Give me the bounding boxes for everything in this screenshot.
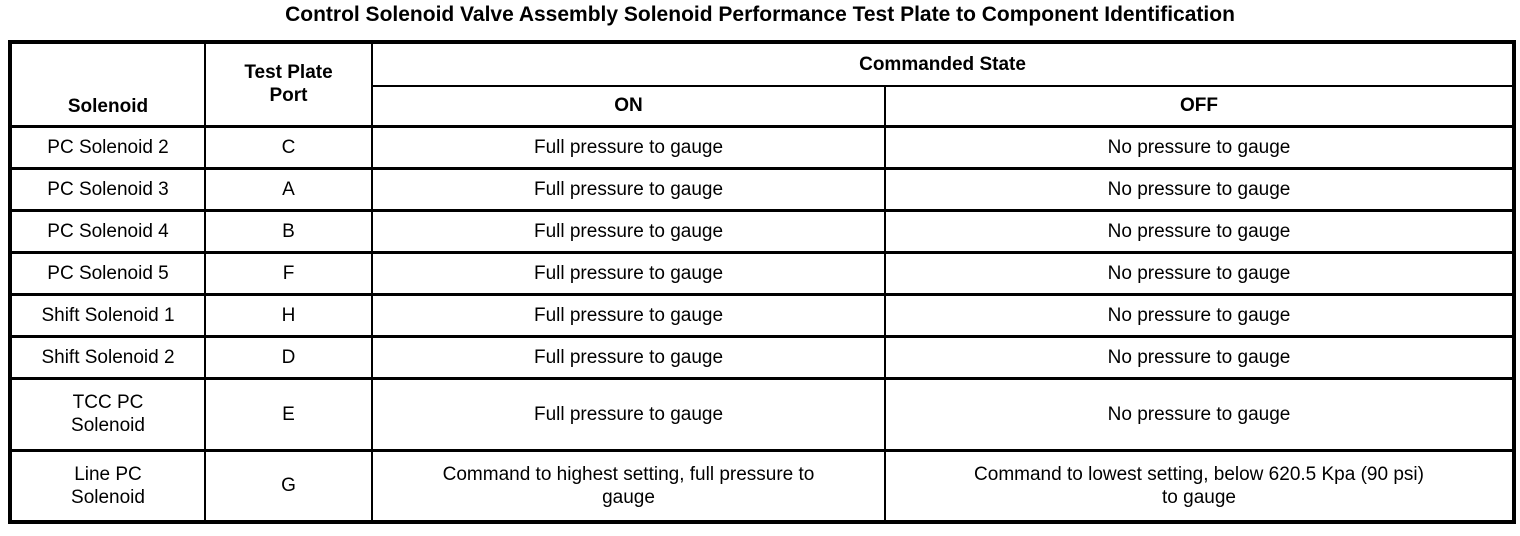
on-cell: Command to highest setting, full pressur… <box>371 448 886 524</box>
on-cell: Full pressure to gauge <box>371 250 886 296</box>
port-cell: G <box>204 448 373 524</box>
off-cell: No pressure to gauge <box>884 292 1515 338</box>
solenoid-cell: Shift Solenoid 1 <box>9 292 206 338</box>
port-cell: F <box>204 250 373 296</box>
on-cell: Full pressure to gauge <box>371 376 886 452</box>
table-body: PC Solenoid 2 C Full pressure to gauge N… <box>9 124 1515 524</box>
on-cell: Full pressure to gauge <box>371 124 886 170</box>
page-title: Control Solenoid Valve Assembly Solenoid… <box>285 3 1235 26</box>
port-cell: A <box>204 166 373 212</box>
solenoid-cell: PC Solenoid 5 <box>9 250 206 296</box>
solenoid-cell: Shift Solenoid 2 <box>9 334 206 380</box>
solenoid-cell: PC Solenoid 4 <box>9 208 206 254</box>
column-header-test-plate-port: Test Plate Port <box>204 40 373 128</box>
table-header: Solenoid Test Plate Port Commanded State… <box>9 40 1515 128</box>
port-cell: D <box>204 334 373 380</box>
off-cell: No pressure to gauge <box>884 334 1515 380</box>
port-cell: E <box>204 376 373 452</box>
solenoid-cell: PC Solenoid 3 <box>9 166 206 212</box>
solenoid-cell: Line PC Solenoid <box>9 448 206 524</box>
off-cell: No pressure to gauge <box>884 376 1515 452</box>
table-row: Shift Solenoid 2 D Full pressure to gaug… <box>9 334 1515 380</box>
header-row-bottom: ON OFF <box>10 85 1515 128</box>
port-cell: B <box>204 208 373 254</box>
column-header-off: OFF <box>884 85 1515 128</box>
column-header-on: ON <box>371 85 886 128</box>
table-row: PC Solenoid 5 F Full pressure to gauge N… <box>9 250 1515 296</box>
on-cell: Full pressure to gauge <box>371 334 886 380</box>
table-row: PC Solenoid 4 B Full pressure to gauge N… <box>9 208 1515 254</box>
column-header-commanded-state: Commanded State <box>371 40 1515 87</box>
off-cell: No pressure to gauge <box>884 124 1515 170</box>
solenoid-cell: TCC PC Solenoid <box>9 376 206 452</box>
solenoid-performance-table: Solenoid Test Plate Port Commanded State… <box>8 40 1516 524</box>
off-cell: No pressure to gauge <box>884 250 1515 296</box>
on-cell: Full pressure to gauge <box>371 292 886 338</box>
header-row-top: Solenoid Test Plate Port Commanded State <box>9 40 1515 128</box>
solenoid-cell: PC Solenoid 2 <box>9 124 206 170</box>
table-row: Shift Solenoid 1 H Full pressure to gaug… <box>9 292 1515 338</box>
column-header-solenoid: Solenoid <box>9 40 206 128</box>
off-cell: No pressure to gauge <box>884 166 1515 212</box>
table-row: TCC PC Solenoid E Full pressure to gauge… <box>9 376 1515 452</box>
on-cell: Full pressure to gauge <box>371 166 886 212</box>
table-row: Line PC Solenoid G Command to highest se… <box>9 448 1515 524</box>
port-cell: C <box>204 124 373 170</box>
off-cell: Command to lowest setting, below 620.5 K… <box>884 448 1515 524</box>
table-row: PC Solenoid 2 C Full pressure to gauge N… <box>9 124 1515 170</box>
table-row: PC Solenoid 3 A Full pressure to gauge N… <box>9 166 1515 212</box>
off-cell: No pressure to gauge <box>884 208 1515 254</box>
on-cell: Full pressure to gauge <box>371 208 886 254</box>
port-cell: H <box>204 292 373 338</box>
